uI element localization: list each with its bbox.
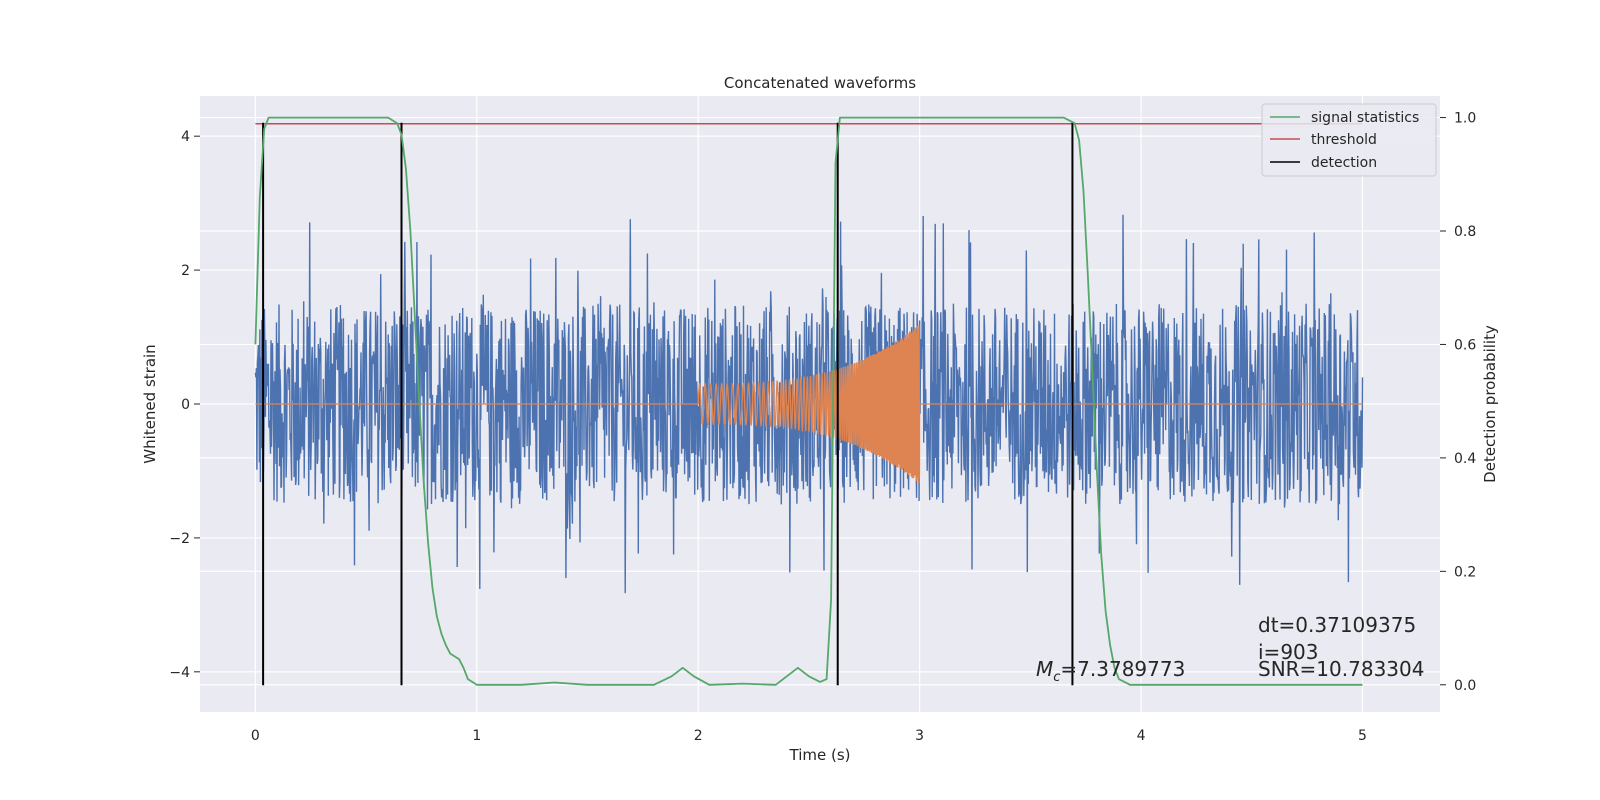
legend-box — [1261, 103, 1437, 177]
detection-series — [262, 122, 1074, 686]
chirp-mass-symbol: M — [1036, 657, 1053, 681]
x-tick-label: 3 — [915, 728, 924, 744]
x-tick-label: 4 — [1137, 728, 1146, 744]
y-tick-label-right: 0.4 — [1454, 451, 1476, 467]
chirp-mass-subscript: c — [1053, 670, 1060, 685]
template-line — [255, 325, 1363, 484]
y-tick-label-left: −2 — [169, 531, 190, 547]
index-annotation: i=903 — [1258, 640, 1319, 664]
y-tick-label-left: 0 — [181, 397, 190, 413]
strain-series — [254, 214, 1364, 594]
y-tick-label-right: 0.8 — [1454, 224, 1476, 240]
template-series — [255, 325, 1363, 484]
dt-annotation: dt=0.37109375 — [1258, 613, 1416, 637]
x-axis-label: Time (s) — [789, 746, 851, 764]
legend-label-threshold: threshold — [1311, 132, 1377, 148]
x-tick-label: 5 — [1358, 728, 1367, 744]
signal-statistics-line — [254, 116, 1363, 686]
x-tick-label: 0 — [251, 728, 260, 744]
legend: signal statistics threshold detection — [1261, 103, 1437, 177]
legend-label-signal-statistics: signal statistics — [1311, 110, 1419, 126]
y-tick-label-right: 0.6 — [1454, 337, 1476, 353]
signal-statistics-series — [254, 116, 1363, 686]
y-tick-label-left: 2 — [181, 263, 190, 279]
y-tick-label-right: 0.0 — [1454, 678, 1476, 694]
y-tick-label-left: 4 — [181, 129, 190, 145]
x-tick-label: 1 — [472, 728, 481, 744]
x-tick-label: 2 — [694, 728, 703, 744]
y-axis-label-right: Detection probability — [1481, 325, 1499, 483]
y-tick-label-right: 1.0 — [1454, 111, 1476, 127]
y-axis-label-left: Whitened strain — [141, 344, 159, 463]
snr-annotation: SNR=10.783304 — [1258, 657, 1424, 681]
ticks: 0 1 2 3 4 5 −4 −2 0 2 4 0.0 0.2 0.4 0.6 0.8 1.0 — [169, 111, 1476, 744]
chirp-mass-annotation: Mc=7.3789773 — [1036, 657, 1185, 685]
y-tick-label-right: 0.2 — [1454, 564, 1476, 580]
strain-line — [254, 214, 1364, 594]
legend-label-detection: detection — [1311, 155, 1377, 171]
chirp-mass-value: =7.3789773 — [1060, 657, 1185, 681]
y-tick-label-left: −4 — [169, 665, 190, 681]
chart-title: Concatenated waveforms — [724, 74, 916, 92]
